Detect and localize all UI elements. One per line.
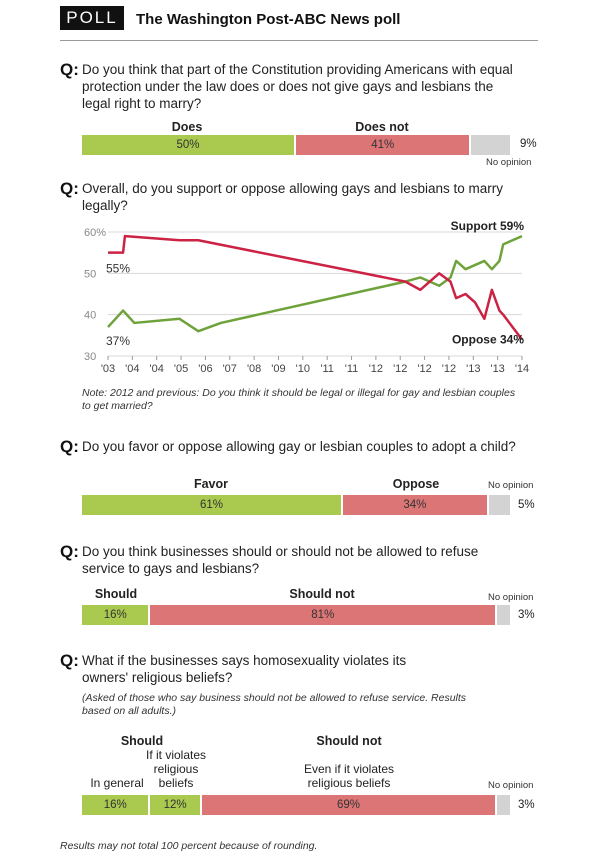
q5-sublabel-even-if-violates: Even if it violates religious beliefs bbox=[303, 762, 395, 790]
q1-stacked-bar: 50% 41% bbox=[82, 135, 510, 155]
x-tick-label: '12 bbox=[369, 363, 383, 375]
y-tick-label: 30 bbox=[84, 351, 96, 363]
x-tick-label: '11 bbox=[320, 363, 334, 375]
question-1-text: Do you think that part of the Constituti… bbox=[82, 62, 513, 111]
line-series-support bbox=[107, 234, 523, 333]
q3-bar-oppose: 34% bbox=[343, 495, 489, 515]
q5-sublabel-in-general: In general bbox=[90, 776, 144, 790]
support-oppose-line-chart: 30 40 50 60% '03 '04 '04 '05 '06 '07 '08 '09 '10 '11 '… bbox=[84, 220, 529, 375]
q4-no-opinion-label: No opinion bbox=[488, 592, 534, 603]
q5-sublabel-if-violates: If it violates religious beliefs bbox=[145, 748, 207, 790]
page-title: The Washington Post-ABC News poll bbox=[136, 11, 401, 28]
q5-bar-no-opinion bbox=[497, 795, 510, 815]
question-2-note: Note: 2012 and previous: Do you think it… bbox=[82, 387, 516, 412]
q5-label-should-not: Should not bbox=[316, 734, 382, 748]
x-tick-label: '12 bbox=[393, 363, 407, 375]
x-tick-label: '06 bbox=[198, 363, 212, 375]
x-tick-label: '04 bbox=[150, 363, 164, 375]
series-start-label-oppose: 55% bbox=[106, 262, 130, 276]
q4-bar-no-opinion bbox=[497, 605, 510, 625]
x-tick-label: '11 bbox=[345, 363, 359, 375]
q1-bar-does-not: 41% bbox=[296, 135, 472, 155]
x-tick-label: '09 bbox=[271, 363, 285, 375]
q1-no-opinion-label: No opinion bbox=[486, 157, 532, 168]
series-end-label-oppose: Oppose 34% bbox=[452, 332, 524, 346]
q3-stacked-bar: 61% 34% bbox=[82, 495, 510, 515]
q5-no-opinion-value: 3% bbox=[518, 799, 535, 811]
x-tick-label: '05 bbox=[174, 363, 188, 375]
x-tick-label: '07 bbox=[223, 363, 237, 375]
q4-bar-should: 16% bbox=[82, 605, 151, 625]
question-2-text: Overall, do you support or oppose allowi… bbox=[82, 181, 503, 213]
question-marker: Q: bbox=[60, 179, 79, 198]
q1-label-does: Does bbox=[171, 120, 203, 134]
series-start-label-support: 37% bbox=[106, 334, 130, 348]
q5-bar-if-violates: 12% bbox=[150, 795, 202, 815]
q3-no-opinion-label: No opinion bbox=[488, 480, 534, 491]
q3-bar-favor: 61% bbox=[82, 495, 344, 515]
question-5-text: What if the businesses says homosexualit… bbox=[82, 653, 407, 685]
q4-label-should-not: Should not bbox=[289, 587, 355, 601]
q1-bar-no-opinion bbox=[471, 135, 510, 155]
x-tick-label: '14 bbox=[515, 363, 529, 375]
x-tick-label: '13 bbox=[490, 363, 504, 375]
x-tick-label: '04 bbox=[125, 363, 139, 375]
x-tick-label: '08 bbox=[247, 363, 261, 375]
q4-stacked-bar: 16% 81% bbox=[82, 605, 510, 625]
x-tick-label: '13 bbox=[466, 363, 480, 375]
question-3-text: Do you favor or oppose allowing gay or l… bbox=[82, 439, 516, 454]
series-end-label-support: Support 59% bbox=[451, 220, 525, 233]
q3-bar-no-opinion bbox=[488, 495, 510, 515]
q5-bar-in-general: 16% bbox=[82, 795, 151, 815]
question-5-note: (Asked of those who say business should … bbox=[82, 692, 467, 717]
q1-label-does-not: Does not bbox=[355, 120, 409, 134]
x-tick-label: '10 bbox=[296, 363, 310, 375]
x-tick-label: '03 bbox=[101, 363, 115, 375]
footer-note: Results may not total 100 percent becaus… bbox=[60, 840, 318, 852]
q5-bar-even-if-violates: 69% bbox=[201, 795, 498, 815]
question-marker: Q: bbox=[60, 651, 79, 670]
q1-no-opinion-value: 9% bbox=[520, 138, 537, 150]
x-tick-label: '12 bbox=[442, 363, 456, 375]
q5-no-opinion-label: No opinion bbox=[488, 780, 534, 791]
question-marker: Q: bbox=[60, 437, 79, 456]
question-marker: Q: bbox=[60, 542, 79, 561]
q4-bar-should-not: 81% bbox=[150, 605, 498, 625]
y-tick-label: 50 bbox=[84, 268, 96, 280]
q4-label-should: Should bbox=[94, 587, 138, 601]
question-marker: Q: bbox=[60, 60, 79, 79]
q5-stacked-bar: 16% 12% 69% bbox=[82, 795, 510, 815]
y-tick-label: 60% bbox=[84, 227, 106, 239]
q3-label-favor: Favor bbox=[193, 477, 229, 491]
q1-bar-does: 50% bbox=[82, 135, 296, 155]
x-tick-label: '12 bbox=[417, 363, 431, 375]
q3-label-oppose: Oppose bbox=[392, 477, 440, 491]
line-series-oppose bbox=[108, 234, 523, 341]
q5-label-should: Should bbox=[120, 734, 164, 748]
header-divider bbox=[60, 40, 538, 41]
question-4-text: Do you think businesses should or should… bbox=[82, 544, 479, 576]
q3-no-opinion-value: 5% bbox=[518, 499, 535, 511]
poll-badge: POLL bbox=[60, 6, 124, 30]
y-tick-label: 40 bbox=[84, 310, 96, 322]
q4-no-opinion-value: 3% bbox=[518, 609, 535, 621]
